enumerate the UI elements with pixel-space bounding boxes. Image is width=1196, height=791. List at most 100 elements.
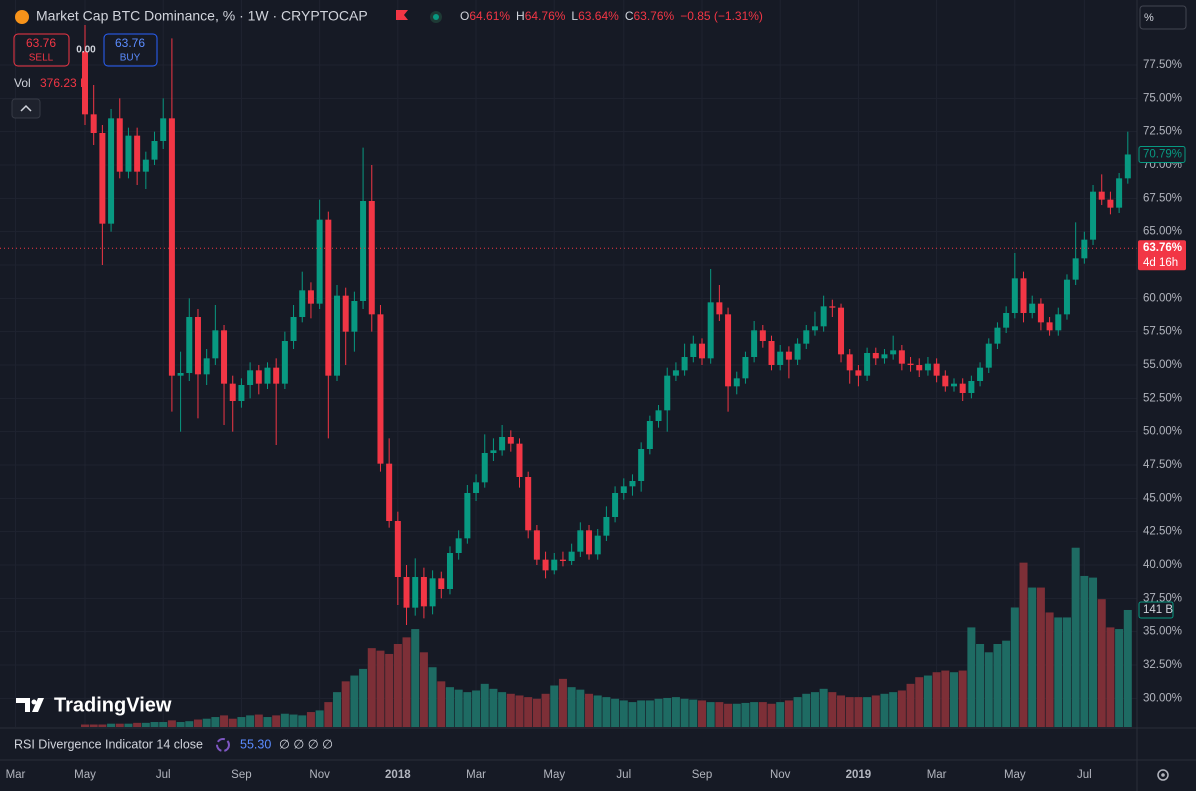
candle-body (881, 354, 888, 359)
candle-body (386, 463, 393, 521)
volume-bar (393, 644, 402, 727)
volume-bar (897, 690, 906, 727)
volume-bar (950, 672, 958, 727)
volume-bar (576, 689, 585, 727)
scale-mode-button[interactable] (1139, 5, 1187, 30)
volume-bar (784, 700, 793, 727)
volume-bar (550, 685, 559, 727)
volume-bar (1089, 577, 1098, 727)
volume-bar (697, 700, 706, 727)
volume-bar (984, 652, 993, 727)
candle-body (281, 341, 288, 384)
volume-bar (941, 670, 950, 727)
last-price-label: 63.76% (1143, 242, 1182, 254)
x-tick-label: Jul (1077, 769, 1092, 781)
candle-body (664, 375, 671, 411)
volume-bar (1115, 629, 1124, 727)
volume-bar (228, 718, 237, 727)
x-tick-label: Sep (692, 769, 712, 781)
candle-body (985, 343, 992, 368)
volume-bar (819, 688, 828, 727)
volume-bar (333, 692, 342, 727)
volume-bar (706, 702, 715, 727)
settings-icon[interactable] (1157, 769, 1169, 781)
volume-bar (263, 717, 272, 727)
volume-bar (107, 723, 116, 727)
volume-bar (732, 703, 741, 727)
candle-body (994, 327, 1001, 344)
volume-bar (602, 697, 611, 727)
y-tick-label: 47.50% (1143, 459, 1182, 471)
candle-body (420, 577, 427, 607)
indicator-extra: ∅ ∅ ∅ ∅ (279, 737, 333, 751)
volume-bar (411, 629, 420, 727)
volume-bar (619, 700, 628, 727)
x-tick-label: May (1004, 769, 1026, 781)
x-tick-label: Jul (156, 769, 171, 781)
volume-bar (828, 692, 837, 727)
volume-bar (776, 702, 785, 727)
candle-body (777, 351, 784, 365)
volume-bar (1019, 562, 1028, 727)
x-tick-label: Jul (616, 769, 631, 781)
volume-bar (402, 637, 411, 727)
candle-body (1072, 258, 1079, 280)
volume-bar (1080, 575, 1089, 727)
logo-text: TradingView (54, 694, 172, 716)
candle-body (655, 410, 662, 421)
candle-body (290, 317, 297, 341)
candle-body (690, 343, 697, 357)
candle-body (959, 383, 966, 393)
y-tick-label: 42.50% (1143, 526, 1182, 538)
candle-body (377, 314, 384, 464)
candle-body (99, 133, 106, 224)
volume-bar (889, 692, 898, 727)
candle-body (838, 307, 845, 355)
candle-body (108, 118, 115, 224)
candle-body (1116, 178, 1123, 208)
volume-bar (741, 702, 750, 727)
candle-body (394, 521, 401, 577)
volume-bar (654, 698, 663, 727)
volume-bar (428, 667, 437, 727)
volume-bar (419, 652, 428, 727)
volume-bar (871, 695, 880, 727)
volume-bar (237, 717, 246, 727)
candle-body (1003, 313, 1010, 328)
volume-bar (1123, 609, 1132, 727)
volume-bar (280, 713, 289, 727)
volume-bar (958, 670, 967, 727)
candle-body (247, 370, 254, 385)
candle-body (872, 353, 879, 359)
ohlc-value: 63.76% (633, 9, 674, 23)
volume-bar (193, 719, 202, 727)
sell-button[interactable] (13, 33, 70, 67)
volume-bar (176, 722, 185, 727)
buy-price: 63.76 (115, 36, 145, 50)
collapse-button[interactable] (11, 98, 41, 119)
volume-bar (1106, 627, 1115, 727)
candle-body (429, 578, 436, 607)
volume-bar (802, 693, 811, 727)
candle-body (177, 373, 184, 376)
volume-bar (1097, 599, 1106, 727)
spread: 0.00 (76, 45, 96, 56)
volume-tag (1138, 601, 1174, 619)
volume-bar (437, 681, 446, 727)
candle-body (1011, 278, 1018, 313)
countdown: 4d 16h (1143, 257, 1178, 269)
buy-button[interactable] (103, 33, 158, 67)
candle-body (490, 450, 497, 453)
volume-bar (1071, 547, 1080, 727)
y-tick-label: 65.00% (1143, 226, 1182, 238)
ohlc-change: −0.85 (−1.31%) (680, 9, 763, 23)
candle-body (116, 118, 123, 172)
candle-body (577, 530, 584, 552)
volume-bar (141, 722, 150, 727)
volume-bar (341, 681, 350, 727)
flag-icon[interactable] (396, 10, 408, 20)
candle-body (759, 330, 766, 341)
loading-icon (216, 738, 230, 752)
candle-body (273, 367, 280, 384)
